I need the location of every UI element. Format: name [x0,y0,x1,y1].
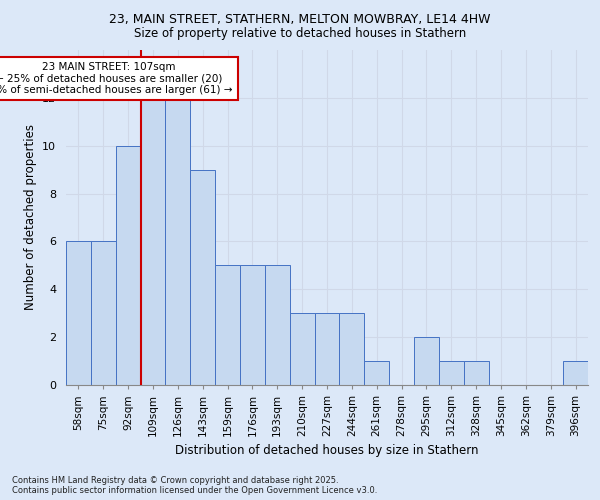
Y-axis label: Number of detached properties: Number of detached properties [23,124,37,310]
Bar [240,266,265,385]
Bar [314,313,340,385]
Text: 23, MAIN STREET, STATHERN, MELTON MOWBRAY, LE14 4HW: 23, MAIN STREET, STATHERN, MELTON MOWBRA… [109,12,491,26]
Bar [464,361,488,385]
Bar [364,361,389,385]
Bar [91,242,116,385]
Text: 23 MAIN STREET: 107sqm
← 25% of detached houses are smaller (20)
75% of semi-det: 23 MAIN STREET: 107sqm ← 25% of detached… [0,62,233,95]
Bar [190,170,215,385]
Bar [116,146,140,385]
Bar [66,242,91,385]
Bar [215,266,240,385]
Bar [140,98,166,385]
Bar [340,313,364,385]
Bar [563,361,588,385]
Text: Size of property relative to detached houses in Stathern: Size of property relative to detached ho… [134,28,466,40]
Bar [265,266,290,385]
Bar [166,98,190,385]
Bar [290,313,314,385]
Bar [414,337,439,385]
Text: Contains HM Land Registry data © Crown copyright and database right 2025.
Contai: Contains HM Land Registry data © Crown c… [12,476,377,495]
Bar [439,361,464,385]
X-axis label: Distribution of detached houses by size in Stathern: Distribution of detached houses by size … [175,444,479,458]
